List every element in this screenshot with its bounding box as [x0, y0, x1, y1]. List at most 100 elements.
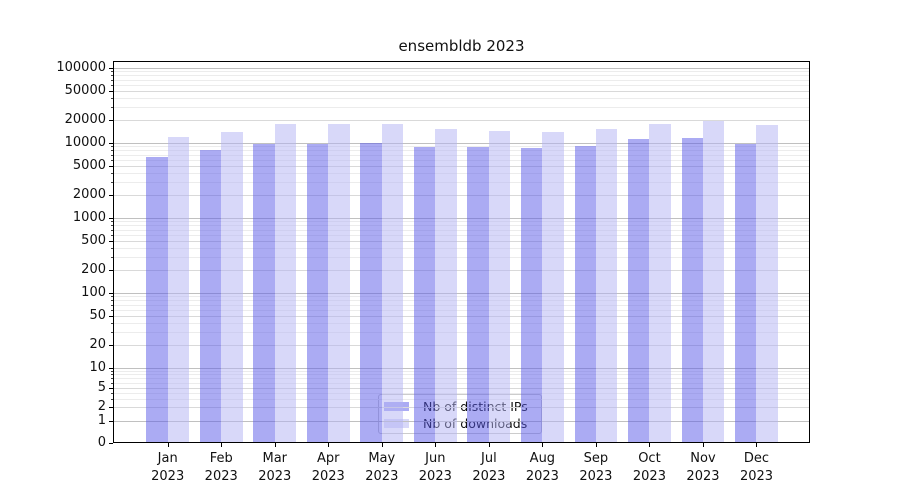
y-tick-label: 5	[97, 380, 106, 395]
y-minor-tick-mark	[111, 248, 113, 249]
x-tick-mark	[435, 443, 437, 447]
bar-aug-downloads	[542, 132, 564, 442]
y-tick-label: 1	[97, 413, 106, 428]
gridline	[114, 182, 809, 183]
y-tick-label: 20000	[64, 112, 106, 128]
x-tick-label-apr: Apr 2023	[300, 450, 356, 486]
y-tick-mark	[109, 388, 113, 389]
x-tick-year: 2023	[525, 469, 559, 484]
y-tick-label: 2000	[72, 187, 106, 203]
y-tick-label: 200	[81, 262, 106, 278]
y-minor-tick-mark	[111, 98, 113, 99]
gridline	[114, 235, 809, 236]
gridline	[114, 160, 809, 161]
y-minor-tick-mark	[111, 235, 113, 236]
bar-apr-distinct-ips	[306, 143, 329, 442]
y-tick-label: 50	[89, 307, 106, 323]
gridline	[114, 388, 809, 389]
x-tick-label-oct: Oct 2023	[621, 450, 677, 486]
x-tick-label-sep: Sep 2023	[568, 450, 624, 486]
x-tick-label-jul: Jul 2023	[461, 450, 517, 486]
y-tick-mark	[109, 120, 113, 121]
x-tick-label-feb: Feb 2023	[193, 450, 249, 486]
x-tick-mark	[274, 443, 276, 447]
y-tick-mark	[109, 166, 113, 167]
x-tick-label-nov: Nov 2023	[675, 450, 731, 486]
x-tick-month: Jan	[157, 451, 178, 466]
y-minor-tick-mark	[111, 71, 113, 72]
gridline	[114, 270, 809, 271]
bar-sep-downloads	[595, 128, 618, 442]
y-minor-tick-mark	[111, 155, 113, 156]
y-minor-tick-mark	[111, 383, 113, 384]
gridline	[114, 248, 809, 249]
gridline	[114, 407, 809, 408]
y-minor-tick-mark	[111, 182, 113, 183]
bar-jul-distinct-ips	[467, 147, 489, 442]
gridline	[114, 85, 809, 86]
y-minor-tick-mark	[111, 305, 113, 306]
y-tick-label: 0	[97, 435, 106, 450]
y-tick-mark	[109, 241, 113, 242]
y-minor-tick-mark	[111, 257, 113, 258]
y-tick-mark	[109, 407, 113, 408]
gridline	[114, 332, 809, 333]
bar-dec-distinct-ips	[735, 143, 757, 442]
gridline	[114, 393, 809, 394]
gridline	[114, 173, 809, 174]
bar-jan-downloads	[167, 136, 190, 442]
gridline	[114, 71, 809, 72]
x-tick-month: Apr	[317, 451, 340, 466]
x-tick-year: 2023	[472, 469, 506, 484]
x-tick-mark	[488, 443, 490, 447]
x-tick-month: May	[368, 451, 396, 466]
y-tick-label: 5000	[72, 157, 106, 173]
x-tick-month: Dec	[743, 451, 770, 466]
x-tick-month: Jul	[481, 451, 497, 466]
gridline	[114, 80, 809, 81]
y-minor-tick-mark	[111, 107, 113, 108]
y-tick-label: 10	[89, 360, 106, 375]
y-minor-tick-mark	[111, 332, 113, 333]
bar-oct-distinct-ips	[628, 139, 650, 442]
bar-aug-distinct-ips	[520, 147, 543, 442]
gridline	[114, 146, 809, 147]
gridline	[114, 383, 809, 384]
x-tick-mark	[702, 443, 704, 447]
bar-mar-distinct-ips	[253, 143, 275, 442]
bar-mar-downloads	[274, 123, 297, 442]
gridline	[114, 230, 809, 231]
gridline	[114, 293, 809, 294]
y-tick-mark	[109, 143, 113, 144]
x-tick-mark	[595, 443, 597, 447]
y-tick-mark	[109, 68, 113, 69]
x-tick-label-aug: Aug 2023	[514, 450, 570, 486]
y-tick-mark	[109, 316, 113, 317]
y-minor-tick-mark	[111, 371, 113, 372]
x-tick-year: 2023	[632, 469, 666, 484]
x-tick-month: Feb	[209, 451, 233, 466]
gridline	[114, 98, 809, 99]
gridline	[114, 316, 809, 317]
bar-may-downloads	[381, 124, 404, 442]
y-minor-tick-mark	[111, 173, 113, 174]
y-minor-tick-mark	[111, 75, 113, 76]
x-tick-month: Aug	[529, 451, 556, 466]
y-tick-label: 10000	[64, 135, 106, 150]
y-minor-tick-mark	[111, 393, 113, 394]
x-tick-mark	[381, 443, 383, 447]
gridline	[114, 195, 809, 196]
gridline	[114, 310, 809, 311]
bar-nov-downloads	[702, 120, 725, 442]
gridline	[114, 107, 809, 108]
gridline	[114, 155, 809, 156]
gridline	[114, 399, 809, 400]
gridline	[114, 75, 809, 76]
bar-dec-downloads	[756, 124, 778, 442]
y-tick-label: 50000	[64, 82, 106, 98]
x-tick-year: 2023	[579, 469, 613, 484]
legend-entry-downloads: Nb of downloads	[384, 415, 535, 432]
x-tick-year: 2023	[258, 469, 292, 484]
bar-jan-distinct-ips	[146, 156, 168, 442]
